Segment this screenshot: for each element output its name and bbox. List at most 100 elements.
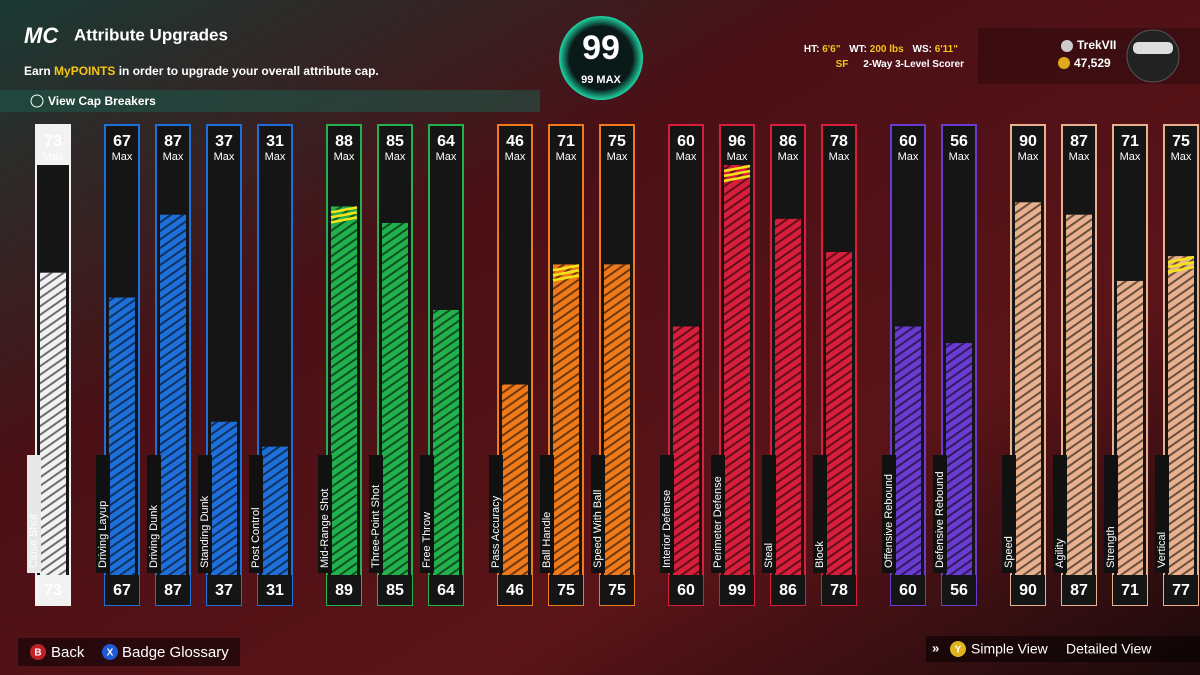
- value-box: [822, 575, 856, 605]
- vc-icon: [1058, 57, 1070, 69]
- overall-ring: [559, 16, 643, 100]
- attribute-value: 90: [1019, 582, 1037, 599]
- bar-stripes: [724, 165, 750, 575]
- attribute-value: 85: [386, 582, 404, 599]
- attribute-value: 37: [215, 582, 233, 599]
- max-value: 85: [386, 133, 404, 150]
- ht: 6'6": [822, 44, 841, 55]
- value-box: [771, 575, 805, 605]
- name-tab: [1002, 455, 1016, 573]
- name-tab: [147, 455, 161, 573]
- max-label: Max: [436, 151, 457, 163]
- attribute-name: Driving Layup: [97, 501, 109, 568]
- back[interactable]: Back: [51, 644, 85, 661]
- bar-stripes: [160, 214, 186, 576]
- attribute-value: 86: [779, 582, 797, 599]
- upgrade-stripe: [723, 164, 751, 173]
- name-tab: [813, 455, 827, 573]
- footer-right: [926, 636, 1200, 662]
- footer-left: [18, 638, 240, 666]
- info-highlight: MyPOINTS: [54, 64, 115, 78]
- upgrade-stripe: [552, 269, 580, 277]
- bar-stripes: [382, 222, 408, 575]
- y-icon[interactable]: [950, 641, 966, 657]
- attribute-name: Ball Handle: [541, 512, 553, 568]
- value-box: [105, 575, 139, 605]
- attribute-name: Post Control: [250, 507, 262, 568]
- bar-stripes: [1168, 256, 1194, 575]
- glossary[interactable]: Badge Glossary: [122, 644, 229, 661]
- measurements: HT: 6'6" WT: 200 lbs WS: 6'11": [804, 44, 958, 55]
- bar-stripes: [262, 446, 288, 575]
- cap-breaker-bar[interactable]: [0, 90, 540, 112]
- value-box: [258, 575, 292, 605]
- attribute-name: Steal: [763, 543, 775, 568]
- upgrade-stripe: [330, 211, 358, 219]
- attribute-name: Pass Accuracy: [490, 495, 502, 568]
- bar-stripes: [673, 326, 699, 575]
- attribute-value: 89: [335, 582, 353, 599]
- name-tab: [882, 455, 896, 573]
- archetype: 2-Way 3-Level Scorer: [863, 59, 964, 70]
- bar-stripes: [946, 343, 972, 575]
- max-label: Max: [829, 151, 850, 163]
- attribute-name: Close Shot: [28, 514, 40, 568]
- value-box: [498, 575, 532, 605]
- b-icon[interactable]: [30, 644, 46, 660]
- attribute-value: 67: [113, 582, 131, 599]
- max-value: 37: [215, 133, 233, 150]
- max-label: Max: [265, 151, 286, 163]
- attribute-name: Defensive Rebound: [934, 471, 946, 568]
- attribute-name: Strength: [1105, 526, 1117, 568]
- max-label: Max: [1069, 151, 1090, 163]
- x-icon[interactable]: [102, 644, 118, 660]
- bar-stripes: [1015, 202, 1041, 576]
- value-box: [1113, 575, 1147, 605]
- max-value: 31: [266, 133, 284, 150]
- attribute-value: 99: [728, 582, 746, 599]
- name-tab: [420, 455, 434, 573]
- simple-view[interactable]: Simple View: [971, 641, 1049, 657]
- value-box: [378, 575, 412, 605]
- bar-stripes: [433, 309, 459, 575]
- ht-label: HT:: [804, 44, 820, 55]
- cap-breakers[interactable]: View Cap Breakers: [48, 94, 156, 108]
- bar-stripes: [502, 384, 528, 575]
- name-tab: [198, 455, 212, 573]
- upgrade-stripe: [330, 206, 358, 214]
- name-tab: [540, 455, 554, 573]
- title: Attribute Upgrades: [74, 25, 228, 44]
- max-value: 71: [557, 133, 575, 150]
- upgrade-stripe: [552, 274, 580, 282]
- attribute-value: 60: [899, 582, 917, 599]
- value-box: [600, 575, 634, 605]
- bar-stripes: [604, 264, 630, 575]
- attribute-name: Interior Defense: [661, 490, 673, 568]
- gamertag: TrekVII: [1077, 38, 1116, 52]
- max-label: Max: [214, 151, 235, 163]
- max-value: 87: [164, 133, 182, 150]
- value-box: [891, 575, 925, 605]
- max-label: Max: [505, 151, 526, 163]
- y-letter: Y: [955, 645, 962, 656]
- overall-max: 99 MAX: [581, 74, 621, 86]
- name-tab: [1053, 455, 1067, 573]
- upgrade-stripe: [1167, 265, 1195, 274]
- b-letter: B: [34, 648, 41, 659]
- max-value: 86: [779, 133, 797, 150]
- max-label: Max: [385, 151, 406, 163]
- name-tab: [933, 455, 947, 573]
- upgrade-stripe: [723, 169, 751, 178]
- attribute-value: 31: [266, 582, 284, 599]
- upgrade-stripe: [723, 174, 751, 183]
- xbox-icon: [1061, 40, 1073, 52]
- detailed-view[interactable]: Detailed View: [1066, 641, 1152, 657]
- value-box: [327, 575, 361, 605]
- value-box: [1164, 575, 1198, 605]
- max-label: Max: [949, 151, 970, 163]
- name-tab: [711, 455, 725, 573]
- value-box: [429, 575, 463, 605]
- attribute-name: Driving Dunk: [148, 505, 160, 568]
